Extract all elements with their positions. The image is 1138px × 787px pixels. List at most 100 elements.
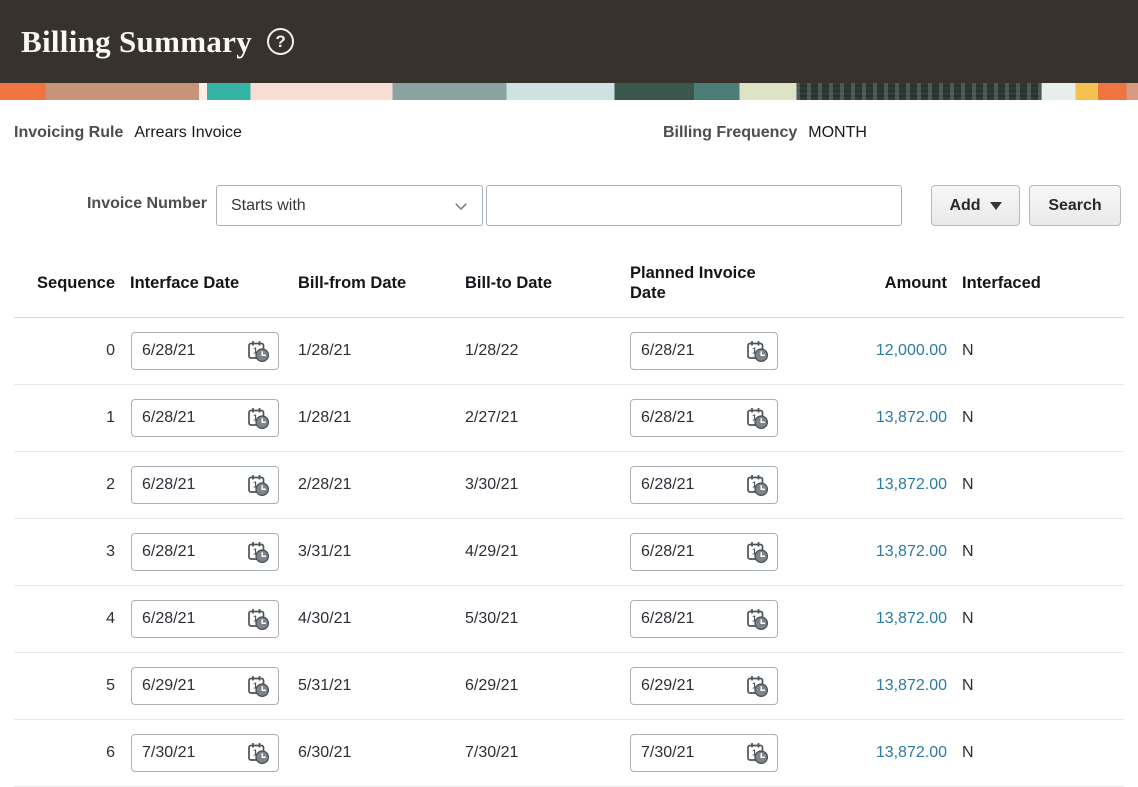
svg-text:1: 1: [752, 748, 757, 758]
interface-date-value: 6/28/21: [142, 543, 196, 560]
interface-date-field[interactable]: 6/28/21 1: [131, 466, 279, 504]
sequence-value: 3: [106, 543, 115, 560]
interface-date-field[interactable]: 6/28/21 1: [131, 399, 279, 437]
billing-summary-table: Sequence Interface Date Bill-from Date B…: [14, 250, 1124, 787]
table-row: 0 6/28/21 1 1/28/21 1/28/22 6/28/21 1 12…: [14, 318, 1124, 385]
col-header-interface-date: Interface Date: [130, 273, 240, 292]
planned-invoice-date-field[interactable]: 6/28/21 1: [630, 600, 778, 638]
calendar-clock-icon[interactable]: 1: [245, 539, 271, 565]
calendar-clock-icon[interactable]: 1: [245, 606, 271, 632]
planned-invoice-date-value: 6/28/21: [641, 342, 695, 359]
calendar-clock-icon[interactable]: 1: [744, 472, 770, 498]
planned-invoice-date-field[interactable]: 6/29/21 1: [630, 667, 778, 705]
bill-to-date-value: 3/30/21: [465, 476, 519, 493]
interfaced-value: N: [962, 744, 974, 761]
calendar-clock-icon[interactable]: 1: [744, 673, 770, 699]
calendar-clock-icon[interactable]: 1: [245, 338, 271, 364]
interface-date-field[interactable]: 6/28/21 1: [131, 332, 279, 370]
bill-from-date-value: 1/28/21: [298, 342, 352, 359]
amount-link[interactable]: 13,872.00: [875, 543, 947, 560]
interface-date-field[interactable]: 6/28/21 1: [131, 533, 279, 571]
calendar-clock-icon[interactable]: 1: [245, 740, 271, 766]
interface-date-field[interactable]: 6/29/21 1: [131, 667, 279, 705]
sequence-value: 6: [106, 744, 115, 761]
interface-date-value: 6/28/21: [142, 409, 196, 426]
calendar-clock-icon[interactable]: 1: [744, 539, 770, 565]
amount-link[interactable]: 13,872.00: [875, 744, 947, 761]
sequence-value: 5: [106, 677, 115, 694]
interface-date-value: 6/28/21: [142, 610, 196, 627]
interface-date-value: 7/30/21: [142, 744, 196, 761]
calendar-clock-icon[interactable]: 1: [744, 338, 770, 364]
bill-from-date-value: 4/30/21: [298, 610, 352, 627]
col-header-amount: Amount: [884, 273, 947, 292]
svg-text:1: 1: [752, 547, 757, 557]
planned-invoice-date-field[interactable]: 6/28/21 1: [630, 533, 778, 571]
calendar-clock-icon[interactable]: 1: [744, 606, 770, 632]
sequence-value: 0: [106, 342, 115, 359]
bill-from-date-value: 2/28/21: [298, 476, 352, 493]
interface-date-value: 6/28/21: [142, 342, 196, 359]
table-row: 3 6/28/21 1 3/31/21 4/29/21 6/28/21 1 13…: [14, 519, 1124, 586]
amount-link[interactable]: 12,000.00: [875, 342, 947, 359]
bill-to-date-value: 7/30/21: [465, 744, 519, 761]
bill-to-date-value: 2/27/21: [465, 409, 519, 426]
planned-invoice-date-field[interactable]: 7/30/21 1: [630, 734, 778, 772]
col-header-bill-from-date: Bill-from Date: [298, 273, 407, 292]
billing-frequency-value: MONTH: [808, 124, 867, 141]
bill-from-date-value: 3/31/21: [298, 543, 352, 560]
bill-from-date-value: 6/30/21: [298, 744, 352, 761]
chevron-down-icon: [455, 202, 467, 210]
search-button[interactable]: Search: [1029, 185, 1121, 226]
interfaced-value: N: [962, 476, 974, 493]
amount-link[interactable]: 13,872.00: [875, 610, 947, 627]
col-header-planned-invoice-date: Planned Invoice Date: [630, 263, 756, 302]
amount-link[interactable]: 13,872.00: [875, 476, 947, 493]
search-operator-value: Starts with: [231, 196, 306, 214]
sequence-value: 2: [106, 476, 115, 493]
planned-invoice-date-field[interactable]: 6/28/21 1: [630, 466, 778, 504]
planned-invoice-date-field[interactable]: 6/28/21 1: [630, 332, 778, 370]
svg-text:1: 1: [253, 480, 258, 490]
svg-text:1: 1: [253, 346, 258, 356]
calendar-clock-icon[interactable]: 1: [245, 472, 271, 498]
invoicing-rule: Invoicing Rule Arrears Invoice: [14, 124, 242, 143]
search-operator-select[interactable]: Starts with: [216, 185, 483, 226]
calendar-clock-icon[interactable]: 1: [245, 673, 271, 699]
amount-link[interactable]: 13,872.00: [875, 677, 947, 694]
interface-date-field[interactable]: 7/30/21 1: [131, 734, 279, 772]
calendar-clock-icon[interactable]: 1: [245, 405, 271, 431]
calendar-clock-icon[interactable]: 1: [744, 740, 770, 766]
add-button-label: Add: [949, 196, 981, 214]
invoice-number-label: Invoice Number: [86, 195, 207, 212]
table-body: 0 6/28/21 1 1/28/21 1/28/22 6/28/21 1 12…: [14, 318, 1124, 787]
calendar-clock-icon[interactable]: 1: [744, 405, 770, 431]
invoicing-rule-label: Invoicing Rule: [14, 124, 124, 141]
bill-to-date-value: 5/30/21: [465, 610, 519, 627]
col-header-interfaced: Interfaced: [962, 273, 1041, 292]
search-button-label: Search: [1048, 196, 1102, 214]
interfaced-value: N: [962, 342, 974, 359]
add-button[interactable]: Add: [931, 185, 1020, 226]
interface-date-value: 6/28/21: [142, 476, 196, 493]
interfaced-value: N: [962, 677, 974, 694]
billing-frequency: Billing Frequency MONTH: [663, 124, 867, 143]
invoice-number-input[interactable]: [486, 185, 902, 226]
interfaced-value: N: [962, 610, 974, 627]
interface-date-value: 6/29/21: [142, 677, 196, 694]
interface-date-field[interactable]: 6/28/21 1: [131, 600, 279, 638]
help-icon[interactable]: ?: [267, 28, 295, 55]
billing-frequency-label: Billing Frequency: [663, 124, 798, 141]
svg-text:1: 1: [752, 480, 757, 490]
page-title: Billing Summary: [21, 23, 253, 59]
amount-link[interactable]: 13,872.00: [875, 409, 947, 426]
svg-text:1: 1: [752, 346, 757, 356]
planned-invoice-date-field[interactable]: 6/28/21 1: [630, 399, 778, 437]
invoicing-rule-value: Arrears Invoice: [134, 124, 242, 141]
sequence-value: 1: [106, 409, 115, 426]
table-row: 5 6/29/21 1 5/31/21 6/29/21 6/29/21 1 13…: [14, 653, 1124, 720]
svg-text:1: 1: [253, 748, 258, 758]
dropdown-arrow-icon: [989, 201, 1002, 210]
interfaced-value: N: [962, 409, 974, 426]
table-header-row: Sequence Interface Date Bill-from Date B…: [14, 250, 1124, 318]
